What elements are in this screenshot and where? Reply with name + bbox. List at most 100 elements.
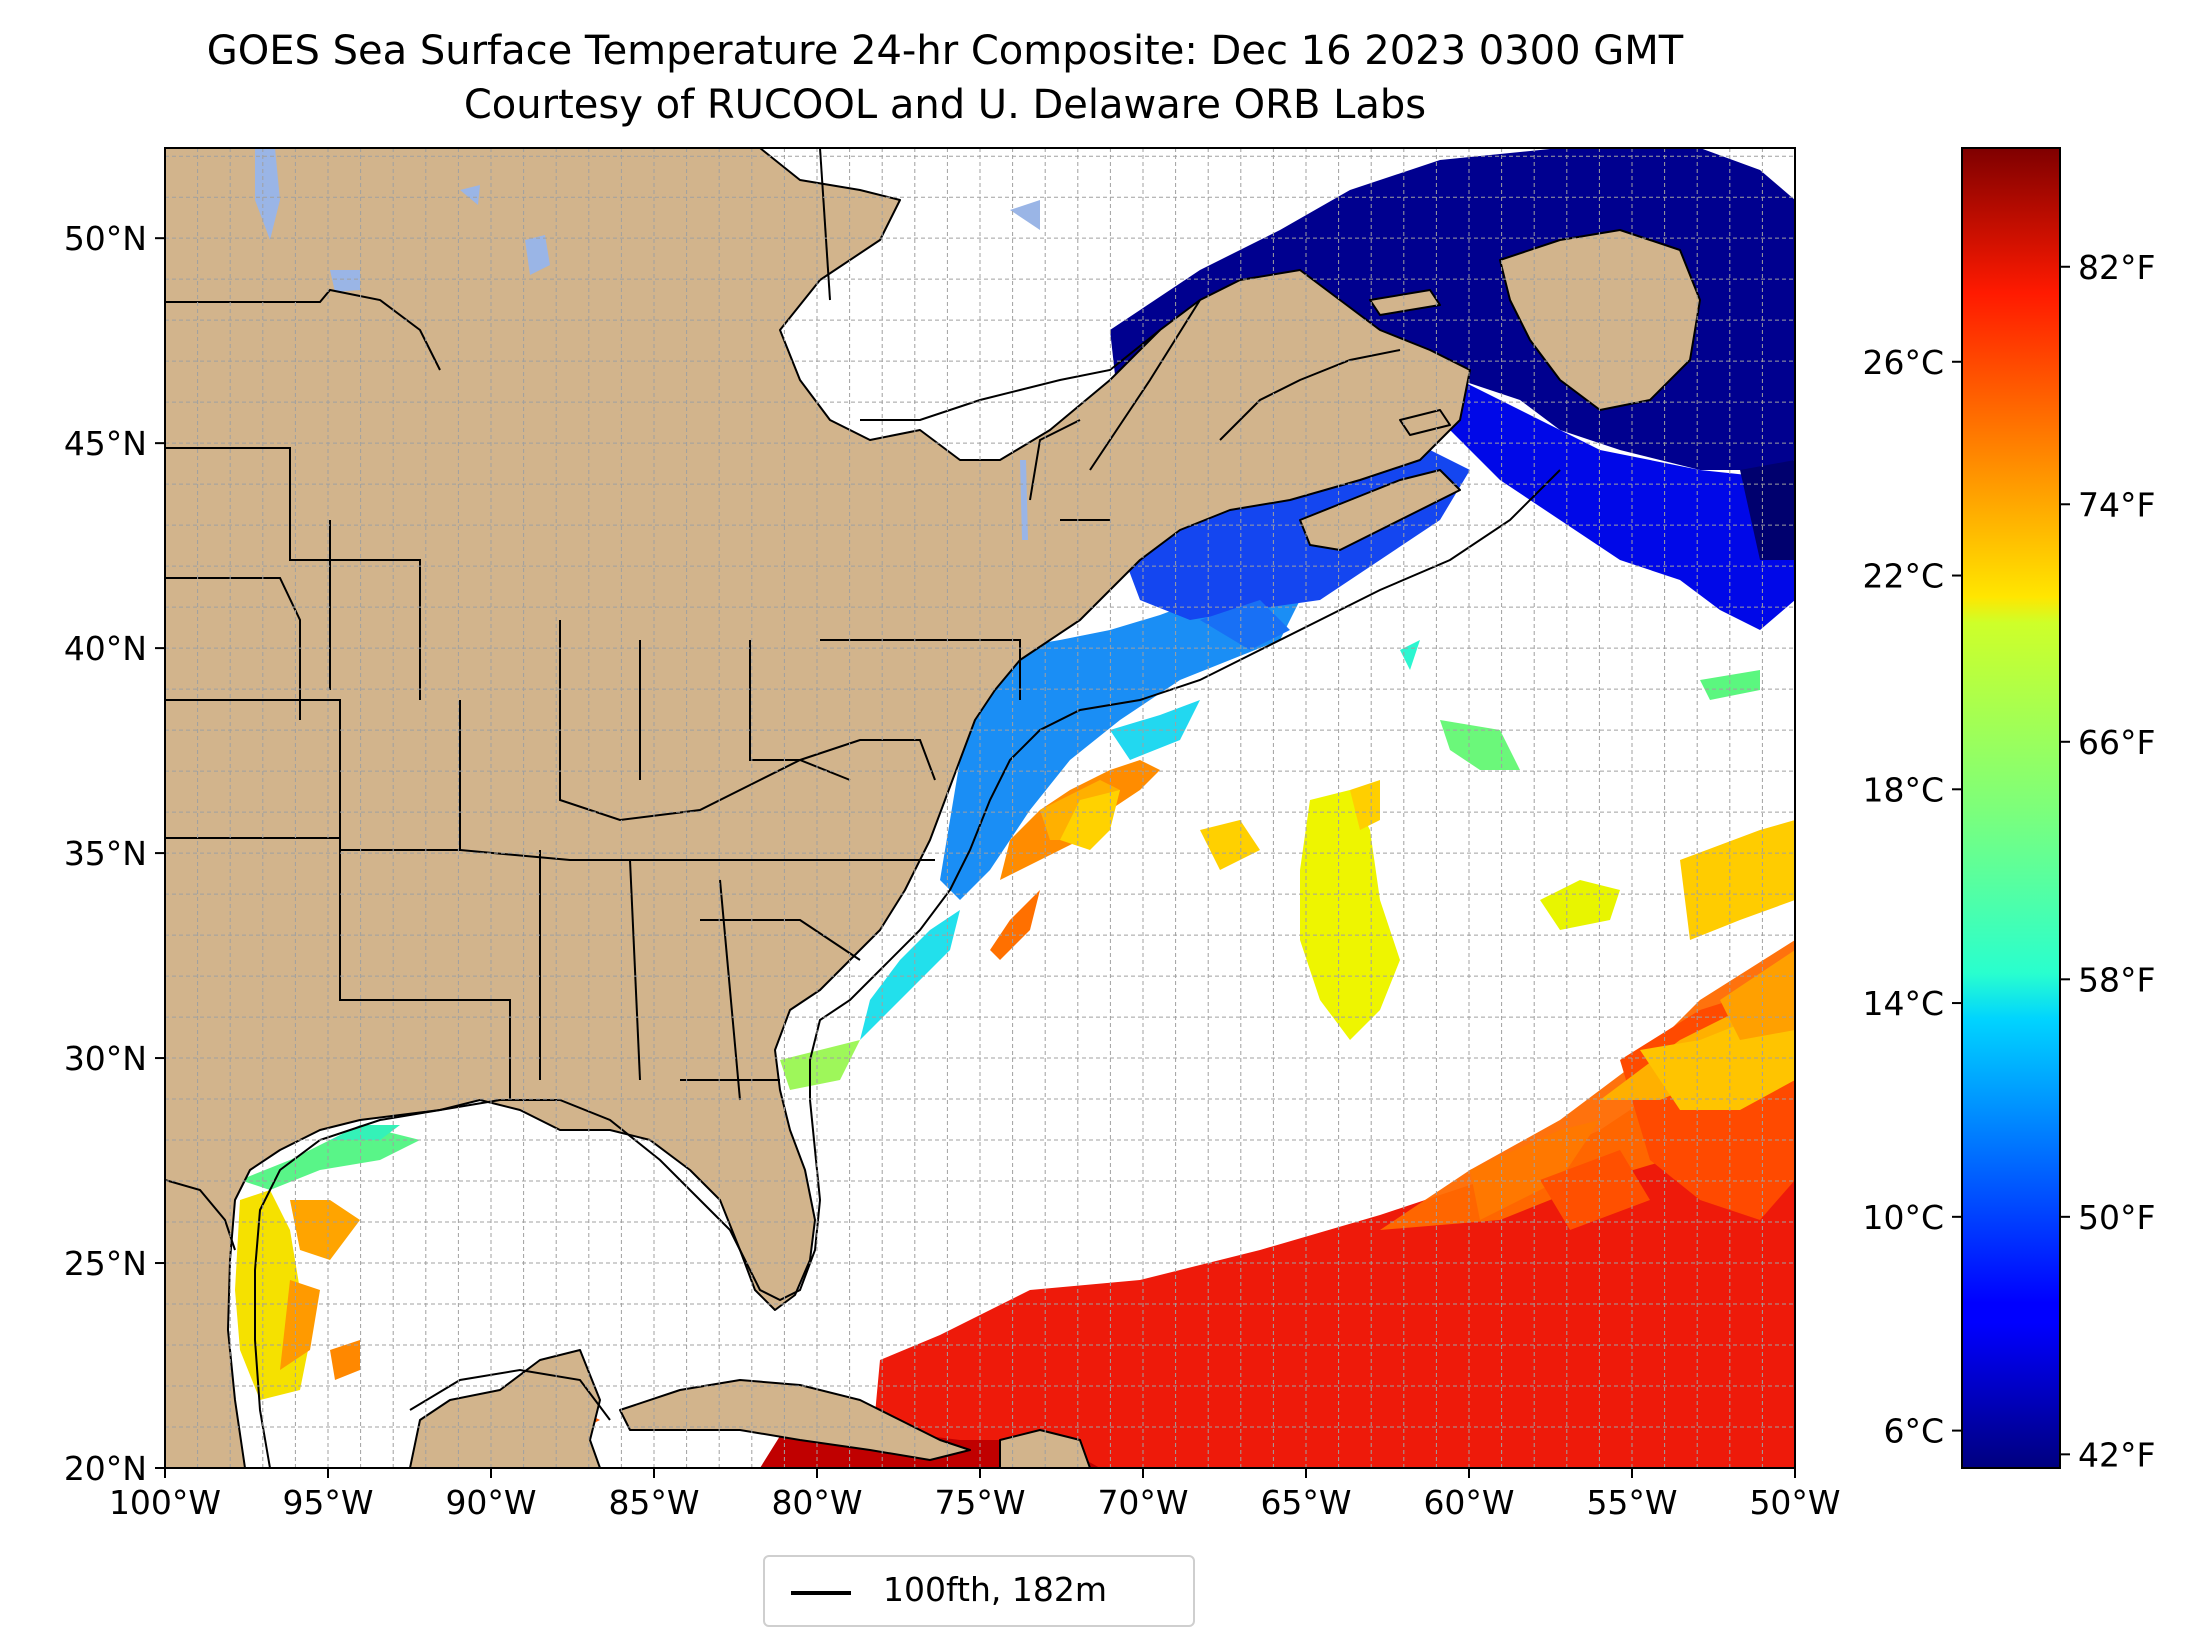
border-state-8 [629, 859, 641, 1081]
lon-tick-label: 100°W [109, 1483, 221, 1522]
sst-gulf-maine-light [1200, 600, 1290, 650]
colorbar-f-label: 50°F [2078, 1198, 2155, 1237]
lon-tick-label: 80°W [771, 1483, 862, 1522]
sst-cyan-blob [1400, 640, 1420, 670]
sst-shelf-green [780, 1040, 860, 1090]
sst-gulf-coast-green [240, 1130, 420, 1190]
land-nova-scotia [1299, 469, 1461, 551]
border-state-10 [559, 620, 801, 822]
lon-tick-label: 65°W [1260, 1483, 1351, 1522]
lon-tick-label: 55°W [1586, 1483, 1677, 1522]
lat-tick-label: 40°N [64, 629, 147, 668]
legend-line-swatch [791, 1591, 851, 1595]
contour-atlantic [729, 469, 1561, 1302]
colorbar-c-label: 22°C [1862, 557, 1944, 596]
legend: 100fth, 182m [763, 1555, 1195, 1627]
border-state-2 [165, 577, 301, 720]
sst-gulf-texas-orange [290, 1200, 360, 1260]
map-subtitle: Courtesy of RUCOOL and U. Delaware ORB L… [463, 82, 1427, 128]
border-state-9 [719, 879, 741, 1101]
lake-nipigon [525, 235, 550, 275]
longitude-axis: 100°W 95°W 90°W 85°W 80°W 75°W 70°W 65°W 60°W 55°… [109, 1468, 1841, 1522]
lat-tick-label: 20°N [64, 1449, 147, 1488]
sst-yellow-plume-2 [1350, 780, 1380, 830]
border-state-15 [700, 919, 861, 961]
sst-yellow-ne [1200, 820, 1260, 870]
sst-gulf-stream-eddy [1060, 790, 1120, 850]
colorbar-f-label: 42°F [2078, 1435, 2155, 1474]
lake-small-2 [1010, 200, 1040, 230]
lat-tick-label: 35°N [64, 834, 147, 873]
border-state-14 [799, 739, 936, 781]
lat-tick-label: 45°N [64, 424, 147, 463]
colorbar-f-label: 66°F [2078, 723, 2155, 762]
land-anticosti [1369, 289, 1441, 316]
colorbar-f-label: 74°F [2078, 485, 2155, 524]
colorbar-f-label: 82°F [2078, 248, 2155, 287]
sst-gulf-texas-orange-2 [280, 1280, 320, 1370]
border-state-3 [165, 699, 460, 851]
lon-tick-label: 70°W [1097, 1483, 1188, 1522]
colorbar-c-label: 26°C [1862, 343, 1944, 382]
contour-100fth [254, 469, 1561, 1468]
sst-shelf-cyan-2 [860, 910, 960, 1040]
lon-tick-label: 95°W [282, 1483, 373, 1522]
latitude-axis: 20°N 25°N 30°N 35°N 40°N 45°N 50°N [64, 219, 165, 1488]
sst-gulf-coast-cyan [330, 1125, 400, 1140]
sst-green-blob [1440, 720, 1520, 770]
land-yucatan [409, 1349, 601, 1468]
lat-tick-label: 30°N [64, 1039, 147, 1078]
colorbar-c-label: 18°C [1862, 770, 1944, 809]
lon-tick-label: 50°W [1749, 1483, 1840, 1522]
colorbar-c-label: 10°C [1862, 1198, 1944, 1237]
sst-green-blob-2 [1700, 670, 1760, 700]
land-pei [1399, 409, 1451, 436]
lat-tick-label: 50°N [64, 219, 147, 258]
border-province-2 [1219, 349, 1401, 441]
sst-orange-band [1380, 940, 1795, 1230]
lon-tick-label: 90°W [445, 1483, 536, 1522]
lon-tick-label: 85°W [608, 1483, 699, 1522]
political-borders [165, 148, 1401, 1251]
sst-yellow-east-blob [1540, 880, 1620, 930]
legend-label: 100fth, 182m [883, 1570, 1107, 1609]
border-province-1 [819, 148, 831, 301]
inland-lakes [255, 148, 1040, 540]
sst-scatter-east-3 [1680, 820, 1795, 940]
border-canada-us [165, 288, 441, 371]
lake-champlain [1020, 460, 1028, 540]
border-state-5 [339, 850, 511, 1100]
lake-small-1 [460, 185, 480, 205]
border-state-12 [749, 640, 851, 781]
colorbar: 6°C 10°C 14°C 18°C 22°C 26°C 42°F 50°F 58°F 66°F… [1862, 147, 2155, 1474]
border-state-13 [820, 639, 1021, 700]
colorbar-celsius-axis: 6°C 10°C 14°C 18°C 22°C 26°C [1862, 343, 1962, 1451]
colorbar-gradient [1961, 147, 2061, 1469]
map-body [165, 148, 1795, 1468]
sst-gulf-west [330, 1340, 360, 1380]
contour-yucatan [409, 1368, 611, 1421]
sst-scatter-east [1470, 1120, 1600, 1220]
land-cuba [619, 1379, 971, 1461]
border-state-19 [1089, 299, 1201, 471]
lon-tick-label: 75°W [934, 1483, 1025, 1522]
sst-warm-south [870, 1010, 1795, 1468]
lake-winnipeg [255, 148, 280, 240]
lake-of-woods [330, 270, 360, 292]
gridlines [165, 148, 1795, 1468]
sst-gulf-stream-ext [990, 890, 1040, 960]
colorbar-f-label: 58°F [2078, 960, 2155, 999]
sst-scatter-east-2 [1540, 1150, 1650, 1230]
border-state-6 [459, 700, 935, 861]
border-canada-us-east [860, 329, 1161, 421]
sst-shelf-cold [940, 590, 1300, 900]
colorbar-fahrenheit-axis: 42°F 50°F 58°F 66°F 74°F 82°F [2060, 248, 2155, 1474]
border-state-17 [1029, 419, 1081, 501]
map-title: GOES Sea Surface Temperature 24-hr Compo… [206, 28, 1684, 74]
sst-north-dark-ne [1740, 460, 1795, 560]
land-hispaniola [999, 1429, 1091, 1468]
colorbar-c-label: 14°C [1862, 984, 1944, 1023]
contour-gulf [254, 1099, 731, 1468]
sst-yellow-plume [1300, 790, 1400, 1040]
sst-north-blue [1450, 380, 1795, 630]
